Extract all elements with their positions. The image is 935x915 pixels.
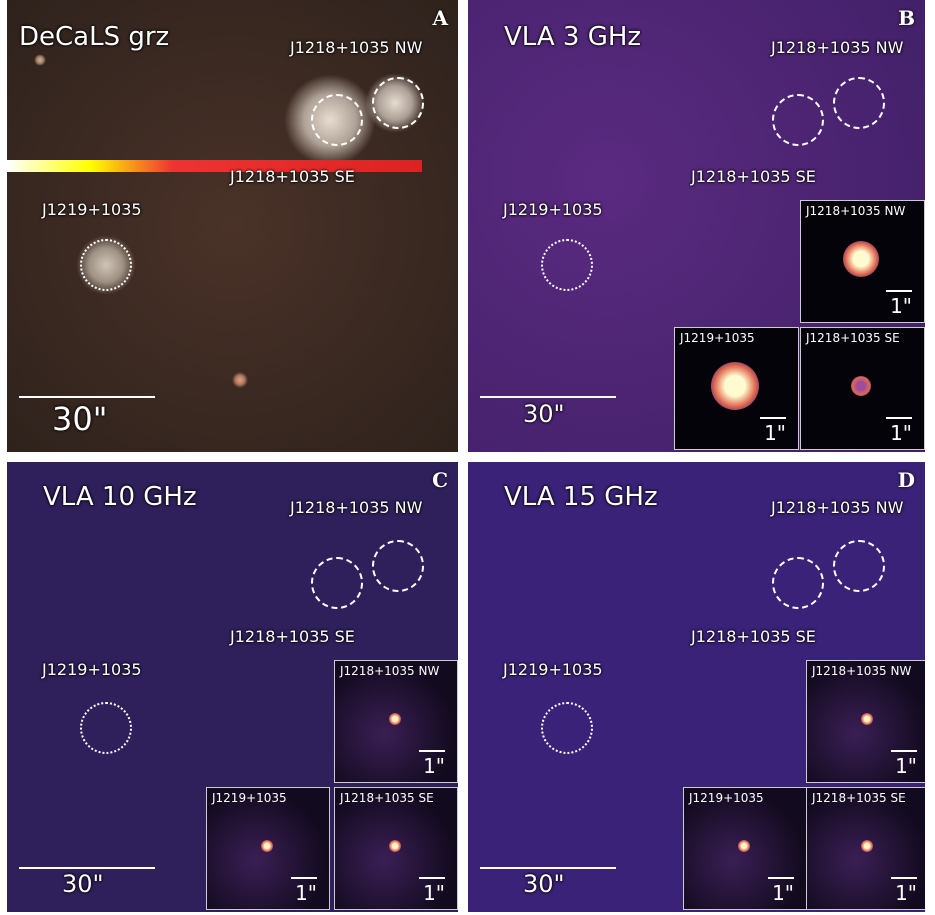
panel-letter: C: [432, 468, 448, 492]
panel-C: VLA 10 GHz C J1218+1035 NW J1218+1035 SE J12…: [7, 462, 458, 912]
label-j1219: J1219+1035: [42, 200, 142, 219]
panel-D: VLA 15 GHz D J1218+1035 NW J1218+1035 SE J12…: [468, 462, 925, 912]
radio-source: [261, 840, 273, 852]
circle-se: [311, 94, 363, 146]
label-se: J1218+1035 SE: [230, 167, 355, 186]
label-nw: J1218+1035 NW: [290, 38, 423, 57]
inset-scale-bar: [886, 417, 912, 419]
radio-source: [843, 241, 879, 277]
inset-scale-bar: [891, 877, 917, 879]
radio-source: [851, 376, 871, 396]
circle-j1219: [541, 239, 593, 291]
galaxy: [34, 54, 46, 66]
radio-source: [738, 840, 750, 852]
circle-nw: [833, 540, 885, 592]
scale-bar: [480, 396, 616, 398]
inset-scale-label: 1": [295, 881, 317, 905]
inset-label: J1218+1035 NW: [812, 664, 912, 678]
inset-nw: J1218+1035 NW 1": [334, 660, 458, 783]
inset-scale-label: 1": [423, 754, 445, 778]
circle-se: [311, 557, 363, 609]
panel-title: VLA 3 GHz: [504, 22, 642, 52]
galaxy: [232, 372, 248, 388]
circle-se: [772, 557, 824, 609]
inset-scale-label: 1": [895, 881, 917, 905]
panel-title: VLA 15 GHz: [504, 482, 658, 512]
panel-letter: D: [897, 468, 915, 492]
circle-j1219: [80, 239, 132, 291]
inset-j1219: J1219+1035 1": [683, 787, 807, 910]
inset-scale-bar: [291, 877, 317, 879]
radio-source: [389, 713, 401, 725]
inset-j1219: J1219+1035 1": [206, 787, 330, 910]
inset-scale-label: 1": [895, 754, 917, 778]
radio-source: [861, 840, 873, 852]
panel-A: DeCaLS grz A J1218+1035 NW J1218+1035 SE J12…: [7, 0, 458, 452]
label-nw: J1218+1035 NW: [771, 498, 904, 517]
inset-nw: J1218+1035 NW 1": [800, 200, 925, 323]
scale-label: 30": [62, 870, 104, 898]
inset-label: J1218+1035 SE: [812, 791, 906, 805]
circle-nw: [372, 77, 424, 129]
galaxy: [162, 292, 222, 352]
circle-nw: [833, 77, 885, 129]
panel-B: VLA 3 GHz B J1218+1035 NW J1218+1035 SE J121…: [468, 0, 925, 452]
scale-label: 30": [52, 400, 108, 438]
label-j1219: J1219+1035: [503, 660, 603, 679]
inset-label: J1219+1035: [212, 791, 287, 805]
inset-scale-label: 1": [764, 421, 786, 445]
circle-j1219: [80, 702, 132, 754]
label-se: J1218+1035 SE: [230, 627, 355, 646]
inset-scale-label: 1": [890, 294, 912, 318]
inset-scale-bar: [886, 290, 912, 292]
label-nw: J1218+1035 NW: [290, 498, 423, 517]
label-nw: J1218+1035 NW: [771, 38, 904, 57]
inset-label: J1218+1035 SE: [340, 791, 434, 805]
inset-label: J1219+1035: [689, 791, 764, 805]
inset-scale-label: 1": [423, 881, 445, 905]
label-j1219: J1219+1035: [42, 660, 142, 679]
inset-nw: J1218+1035 NW 1": [806, 660, 925, 783]
saturation-streak: [7, 160, 422, 172]
label-se: J1218+1035 SE: [691, 167, 816, 186]
inset-label: J1218+1035 SE: [806, 331, 900, 345]
radio-source: [861, 713, 873, 725]
panel-title: DeCaLS grz: [19, 22, 170, 52]
label-j1219: J1219+1035: [503, 200, 603, 219]
panel-title: VLA 10 GHz: [43, 482, 197, 512]
inset-label: J1218+1035 NW: [340, 664, 440, 678]
inset-se: J1218+1035 SE 1": [806, 787, 925, 910]
circle-nw: [372, 540, 424, 592]
circle-j1219: [541, 702, 593, 754]
label-se: J1218+1035 SE: [691, 627, 816, 646]
panel-letter: B: [898, 6, 915, 30]
circle-se: [772, 94, 824, 146]
panel-letter: A: [432, 6, 448, 30]
inset-scale-bar: [768, 877, 794, 879]
scale-label: 30": [523, 400, 565, 428]
inset-scale-label: 1": [890, 421, 912, 445]
inset-scale-bar: [891, 750, 917, 752]
scale-bar: [480, 867, 616, 869]
radio-source: [389, 840, 401, 852]
inset-j1219: J1219+1035 1": [674, 327, 799, 450]
inset-se: J1218+1035 SE 1": [800, 327, 925, 450]
galaxy: [249, 39, 281, 71]
inset-scale-bar: [419, 750, 445, 752]
inset-scale-label: 1": [772, 881, 794, 905]
scale-bar: [19, 396, 155, 398]
inset-se: J1218+1035 SE 1": [334, 787, 458, 910]
galaxy: [386, 1, 414, 29]
scale-bar: [19, 867, 155, 869]
inset-scale-bar: [760, 417, 786, 419]
radio-source: [711, 362, 759, 410]
inset-scale-bar: [419, 877, 445, 879]
inset-label: J1219+1035: [680, 331, 755, 345]
scale-label: 30": [523, 870, 565, 898]
inset-label: J1218+1035 NW: [806, 204, 906, 218]
